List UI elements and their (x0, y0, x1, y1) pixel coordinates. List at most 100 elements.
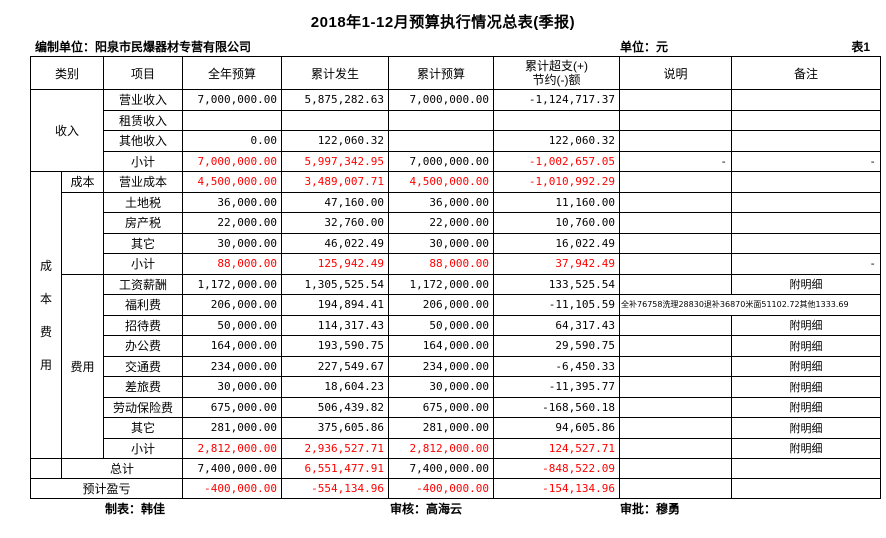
cell-note (619, 191, 733, 213)
cell-budget: 30,000.00 (388, 376, 495, 398)
cell-annual: 4,500,000.00 (182, 171, 283, 193)
sheet-number: 表1 (851, 40, 870, 54)
cell-annual: 675,000.00 (182, 396, 283, 418)
cell-note (619, 478, 733, 499)
cell-remark (731, 458, 882, 479)
group-cost-fee: 成 本 费 用 (30, 171, 62, 459)
vertical-char: 本 (39, 292, 52, 306)
vertical-char: 用 (39, 358, 52, 372)
cell-item: 福利费 (103, 294, 184, 316)
prepared-by-label: 编制单位： (35, 40, 96, 54)
cell-budget: 2,812,000.00 (388, 437, 495, 459)
cell-note-detail: 全补76758洗理28830退补36870米面51102.72其他1333.69 (619, 294, 882, 316)
cell-note (619, 130, 733, 152)
cell-annual: 7,400,000.00 (182, 458, 283, 479)
currency-unit-label: 单位： (620, 40, 657, 54)
cell-actual: 47,160.00 (281, 191, 390, 213)
cell-budget: 30,000.00 (388, 232, 495, 254)
cell-budget: 206,000.00 (388, 294, 495, 316)
table-row: 租赁收入 (31, 109, 882, 131)
cell-diff: 124,527.71 (493, 437, 621, 459)
cell-remark (731, 232, 882, 254)
cell-diff: -1,010,992.29 (493, 171, 621, 193)
over-save-line1: 累计超支(+) (525, 59, 589, 73)
maker-signature: 制表：韩佳 (105, 500, 165, 517)
cell-annual: -400,000.00 (182, 478, 283, 499)
col-header-cumulative-budget: 累计预算 (388, 56, 495, 90)
cell-actual: 194,894.41 (281, 294, 390, 316)
currency-unit: 单位：元 (620, 38, 668, 55)
cell-remark (731, 478, 882, 499)
col-header-annual-budget: 全年预算 (182, 56, 283, 90)
cell-remark: 附明细 (731, 417, 882, 439)
cell-item: 小计 (103, 437, 184, 459)
cell-item: 其它 (103, 232, 184, 254)
table-row: 费用 工资薪酬 1,172,000.00 1,305,525.54 1,172,… (31, 273, 882, 459)
cell-item: 其他收入 (103, 130, 184, 152)
col-header-cumulative-actual: 累计发生 (281, 56, 390, 90)
table-row: 其它 281,000.00 375,605.86 281,000.00 94,6… (31, 417, 882, 439)
cell-diff: 133,525.54 (493, 273, 621, 295)
cell-actual: 32,760.00 (281, 212, 390, 234)
cell-diff: -11,395.77 (493, 376, 621, 398)
cell-actual: 1,305,525.54 (281, 273, 390, 295)
cell-diff: -11,105.59 (493, 294, 621, 316)
vertical-char: 费 (39, 325, 52, 339)
cell-actual: -554,134.96 (281, 478, 390, 499)
table-header-row: 类别 项目 全年预算 累计发生 累计预算 累计超支(+) 节约(-)额 说明 备注 (29, 56, 882, 90)
approver-name: 穆勇 (656, 502, 681, 516)
cell-remark: 附明细 (731, 314, 882, 336)
cell-annual: 36,000.00 (182, 191, 283, 213)
page-title: 2018年1-12月预算执行情况总表(季报) (310, 14, 576, 31)
table-row: 招待费 50,000.00 114,317.43 50,000.00 64,31… (31, 314, 882, 336)
cell-item: 办公费 (103, 335, 184, 357)
cell-budget: 7,000,000.00 (388, 89, 495, 111)
cell-actual: 3,489,007.71 (281, 171, 390, 193)
cell-note (619, 232, 733, 254)
cell-diff: -848,522.09 (493, 458, 621, 479)
table-row-welfare: 福利费 206,000.00 194,894.41 206,000.00 -11… (31, 294, 882, 316)
col-header-remark: 备注 (731, 56, 882, 90)
cell-budget: 4,500,000.00 (388, 171, 495, 193)
cell-annual: 50,000.00 (182, 314, 283, 336)
reviewer-signature: 审核：高海云 (390, 500, 462, 517)
cell-remark (731, 212, 882, 234)
cell-item: 营业收入 (103, 89, 184, 111)
cell-budget: 50,000.00 (388, 314, 495, 336)
cell-actual: 506,439.82 (281, 396, 390, 418)
cell-budget: 7,400,000.00 (388, 458, 495, 479)
cell-remark: 附明细 (731, 396, 882, 418)
group-cost-spacer (60, 191, 105, 275)
cell-annual: 7,000,000.00 (182, 150, 283, 172)
approver-signature: 审批：穆勇 (620, 500, 680, 517)
vertical-char: 成 (39, 259, 52, 273)
cell-note (619, 273, 733, 295)
cell-profit-label: 预计盈亏 (29, 478, 184, 499)
cell-budget: 7,000,000.00 (388, 150, 495, 172)
cell-budget (388, 109, 495, 131)
cell-item: 租赁收入 (103, 109, 184, 131)
cell-budget: 234,000.00 (388, 355, 495, 377)
meta-row: 编制单位：阳泉市民爆器材专营有限公司 单位：元 表1 (0, 38, 886, 54)
cell-remark (731, 109, 882, 131)
cell-note (619, 417, 733, 439)
cell-item: 交通费 (103, 355, 184, 377)
cell-actual: 6,551,477.91 (281, 458, 390, 479)
approver-label: 审批： (620, 502, 657, 516)
cell-note (619, 89, 733, 111)
cell-budget: 22,000.00 (388, 212, 495, 234)
table-row-subtotal-income: 小计 7,000,000.00 5,997,342.95 7,000,000.0… (31, 150, 882, 172)
cell-annual: 234,000.00 (182, 355, 283, 377)
cell-note (619, 314, 733, 336)
table-row: 其它 30,000.00 46,022.49 30,000.00 16,022.… (31, 232, 882, 254)
cell-actual: 114,317.43 (281, 314, 390, 336)
cell-note (619, 458, 733, 479)
reviewer-name: 高海云 (426, 502, 463, 516)
cell-annual: 88,000.00 (182, 253, 283, 275)
cell-note (619, 335, 733, 357)
table-row: 成 本 费 用 成本 营业成本 4,500,000.00 3,489,007.7… (30, 171, 882, 459)
table-row: 办公费 164,000.00 193,590.75 164,000.00 29,… (31, 335, 882, 357)
table-row: 收入 营业收入 7,000,000.00 5,875,282.63 7,000,… (29, 89, 882, 172)
cell-remark: 附明细 (731, 437, 882, 459)
